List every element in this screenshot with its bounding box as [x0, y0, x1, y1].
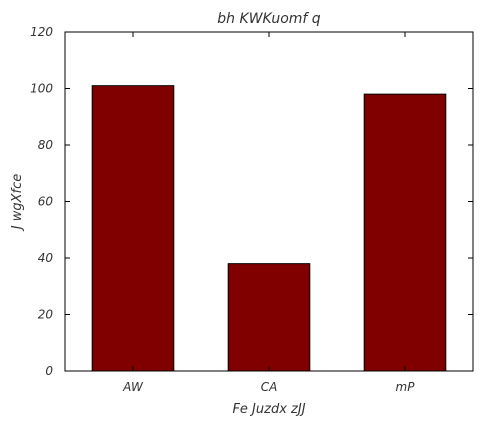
y-tick-label: 120 [30, 25, 53, 39]
bar-ca [227, 263, 311, 372]
y-axis-ticks: 0 20 40 60 80 100 120 [30, 25, 473, 378]
x-tick-label: AW [122, 380, 144, 394]
y-tick-label: 20 [38, 308, 54, 322]
y-axis-label: J wgXfce [10, 174, 25, 232]
x-axis-label: Fe Juzdx zJJ [232, 402, 305, 417]
y-tick-label: 40 [38, 251, 54, 265]
y-tick-label: 60 [38, 195, 54, 209]
bar-mp [363, 93, 447, 372]
bars-group [91, 85, 447, 372]
y-tick-label: 0 [45, 364, 53, 378]
y-tick-label: 100 [30, 82, 53, 96]
x-tick-label: mP [396, 380, 416, 394]
y-tick-label: 80 [38, 138, 54, 152]
x-axis-ticks: AW CA mP [122, 32, 415, 394]
plot-area: 0 20 40 60 80 100 120 AW CA mP [30, 25, 474, 394]
x-tick-label: CA [261, 380, 278, 394]
chart-title: bh KWKuomf q [217, 11, 320, 27]
bar-aw [91, 85, 175, 372]
